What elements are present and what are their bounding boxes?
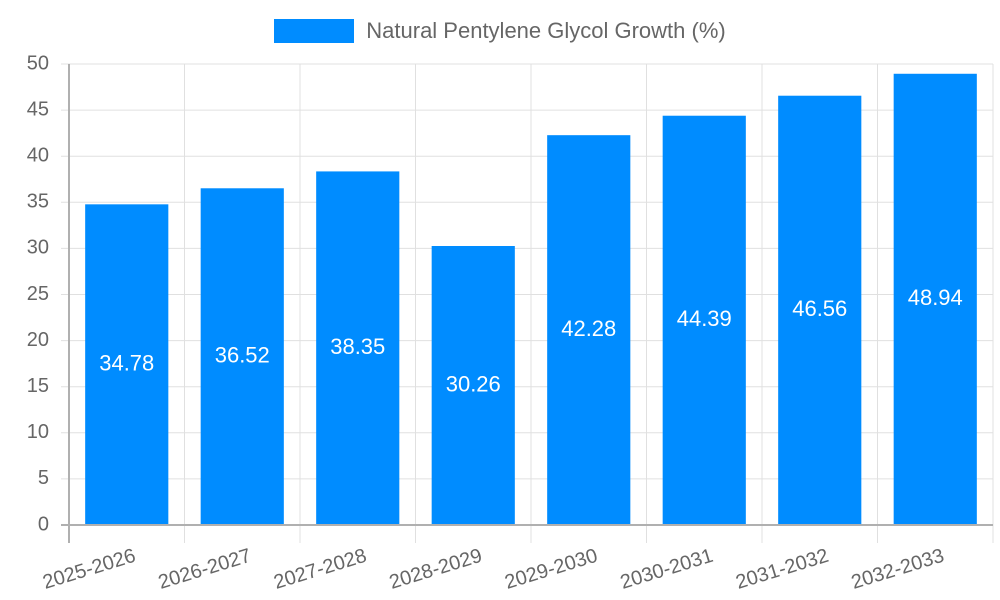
- y-tick-label: 40: [27, 144, 49, 166]
- x-tick-label: 2026-2027: [156, 545, 254, 594]
- bar[interactable]: [200, 188, 284, 526]
- x-tick-label: 2028-2029: [387, 545, 485, 594]
- y-tick-label: 0: [38, 513, 49, 535]
- y-tick-label: 25: [27, 283, 49, 305]
- bar-value-label: 44.39: [677, 306, 732, 331]
- y-tick-label: 10: [27, 421, 49, 443]
- bar[interactable]: [778, 95, 862, 525]
- y-tick-label: 5: [38, 467, 49, 489]
- y-tick-label: 30: [27, 237, 49, 259]
- bar-value-label: 36.52: [215, 342, 270, 367]
- bar-value-label: 46.56: [792, 296, 847, 321]
- y-tick-label: 35: [27, 191, 49, 213]
- y-tick-label: 20: [27, 329, 49, 351]
- bar[interactable]: [662, 115, 746, 526]
- bar[interactable]: [85, 204, 169, 525]
- bar-value-label: 42.28: [561, 316, 616, 341]
- x-tick-label: 2031-2032: [733, 545, 831, 594]
- y-tick-label: 15: [27, 375, 49, 397]
- axes: [61, 64, 993, 543]
- bar-value-label: 34.78: [99, 350, 154, 375]
- legend-label: Natural Pentylene Glycol Growth (%): [366, 18, 726, 43]
- x-tick-label: 2027-2028: [271, 545, 369, 594]
- bar-value-label: 30.26: [446, 371, 501, 396]
- bar-value-label: 38.35: [330, 334, 385, 359]
- bars: [85, 73, 977, 526]
- y-tick-label: 50: [27, 52, 49, 74]
- x-tick-label: 2029-2030: [502, 545, 600, 594]
- x-tick-label: 2030-2031: [618, 545, 716, 594]
- bar-value-label: 48.94: [908, 285, 963, 310]
- bar[interactable]: [431, 246, 515, 525]
- y-tick-label: 45: [27, 98, 49, 120]
- x-tick-label: 2032-2033: [849, 545, 947, 594]
- bar[interactable]: [316, 171, 400, 525]
- bar[interactable]: [893, 73, 977, 526]
- chart-legend: Natural Pentylene Glycol Growth (%): [0, 18, 1000, 44]
- legend-swatch[interactable]: [274, 19, 355, 43]
- bar[interactable]: [547, 135, 631, 525]
- x-tick-label: 2025-2026: [40, 545, 138, 594]
